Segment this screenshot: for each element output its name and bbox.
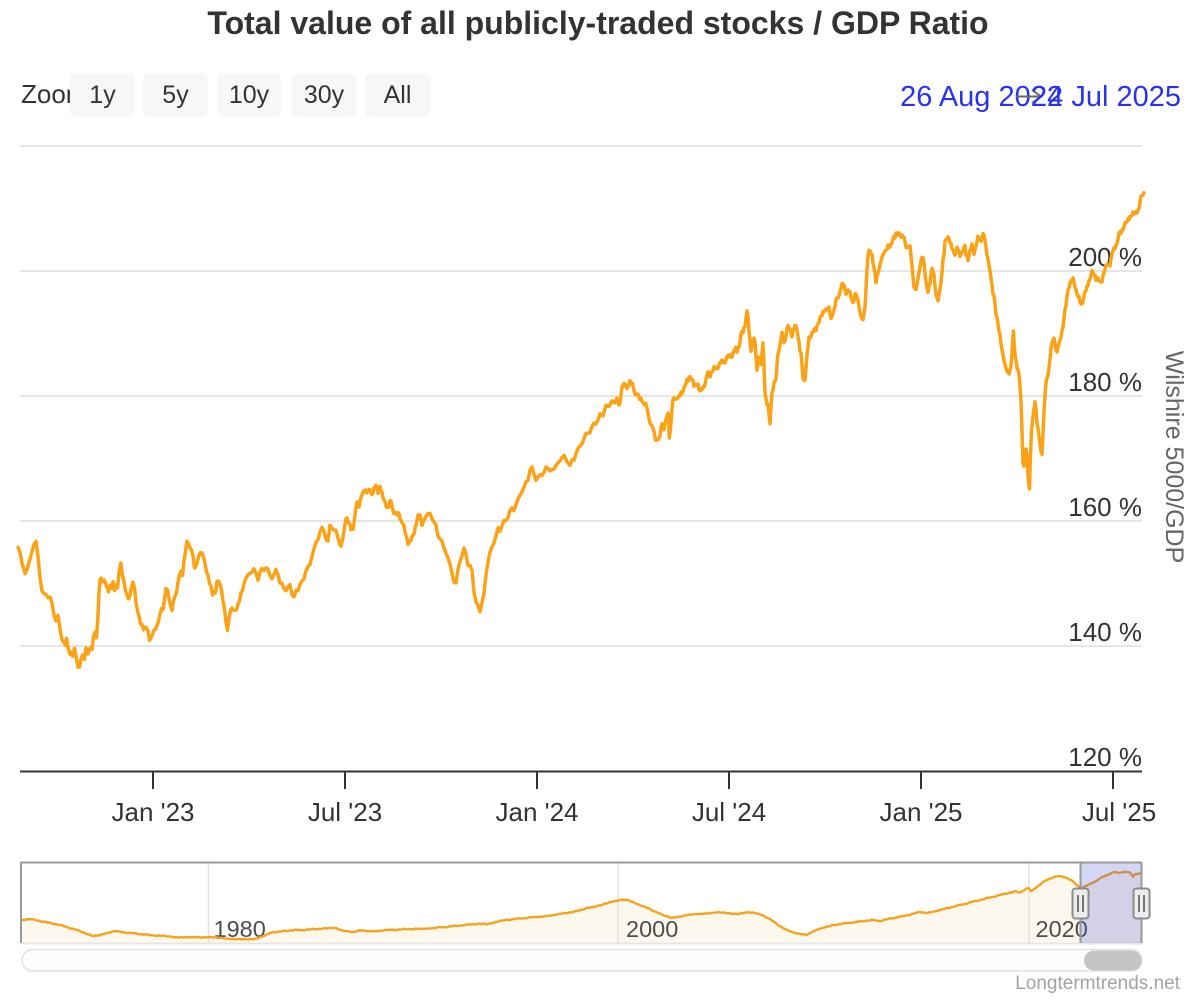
svg-text:160 %: 160 % [1068,492,1142,522]
svg-text:Longtermtrends.net: Longtermtrends.net [1015,973,1180,994]
svg-text:140 %: 140 % [1068,617,1142,647]
svg-text:Jul '25: Jul '25 [1082,797,1156,827]
svg-text:10y: 10y [229,81,270,109]
svg-text:Jul '24: Jul '24 [692,797,766,827]
svg-text:Jan '23: Jan '23 [111,797,194,827]
svg-text:Jan '24: Jan '24 [495,797,578,827]
svg-text:180 %: 180 % [1068,367,1142,397]
svg-text:Jan '25: Jan '25 [879,797,962,827]
svg-text:24 Jul 2025: 24 Jul 2025 [1031,81,1181,113]
svg-text:5y: 5y [162,81,189,109]
svg-text:Total value of all publicly-tr: Total value of all publicly-traded stock… [207,5,988,41]
svg-text:30y: 30y [304,81,345,109]
svg-text:Wilshire 5000/GDP: Wilshire 5000/GDP [1160,351,1188,564]
svg-text:1y: 1y [89,81,116,109]
svg-text:120 %: 120 % [1068,742,1142,772]
svg-text:2020: 2020 [1036,916,1088,942]
svg-text:2000: 2000 [626,916,678,942]
svg-text:Jul '23: Jul '23 [308,797,382,827]
svg-text:All: All [384,81,412,109]
